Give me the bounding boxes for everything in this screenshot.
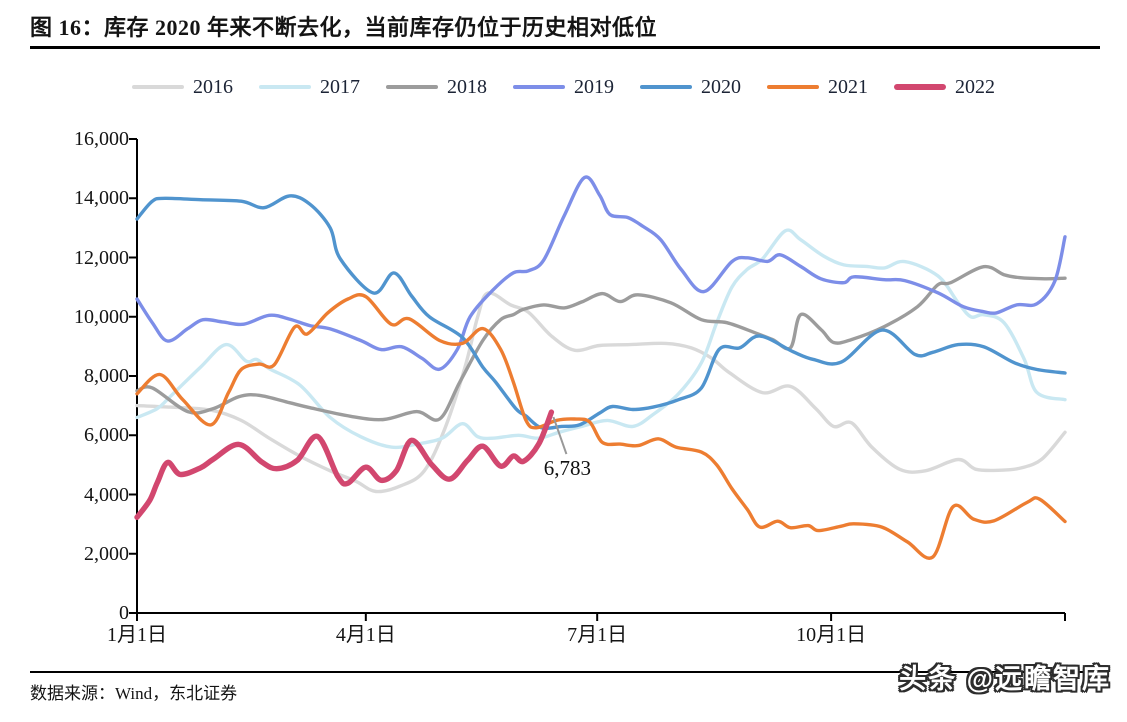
legend-item-2018: 2018: [386, 77, 487, 97]
y-axis-label: 2,000: [84, 542, 129, 565]
legend-swatch: [259, 85, 311, 89]
legend-swatch: [513, 85, 565, 89]
data-label-6783: 6,783: [543, 456, 592, 481]
y-axis-label: 6,000: [84, 424, 129, 447]
y-axis-label: 10,000: [74, 305, 129, 328]
footer-divider: [30, 671, 1100, 673]
legend-swatch: [767, 85, 819, 89]
legend-label: 2018: [447, 76, 487, 98]
legend-swatch: [386, 85, 438, 89]
legend-item-2022: 2022: [894, 77, 995, 97]
legend-label: 2017: [320, 76, 360, 98]
legend-swatch: [132, 85, 184, 89]
legend-item-2019: 2019: [513, 77, 614, 97]
legend-swatch: [894, 84, 946, 90]
chart-legend: 2016 2017 2018 2019 2020 2021 2022: [0, 74, 1127, 100]
y-axis-label: 8,000: [84, 365, 129, 387]
legend-label: 2016: [193, 76, 233, 98]
legend-label: 2022: [955, 76, 995, 98]
legend-item-2017: 2017: [259, 77, 360, 97]
series-line-2021: [135, 293, 1067, 560]
series-line-2018: [135, 264, 1067, 422]
series-line-2020: [135, 194, 1067, 431]
x-axis-label: 1月1日: [107, 624, 167, 646]
x-axis-label: 7月1日: [567, 624, 628, 646]
y-axis-label: 14,000: [74, 187, 129, 210]
legend-label: 2019: [574, 76, 614, 98]
series-line-2019: [135, 175, 1067, 372]
legend-label: 2020: [701, 76, 741, 98]
x-axis-label: 4月1日: [335, 624, 396, 646]
data-source: 数据来源：Wind，东北证券: [30, 684, 238, 703]
title-underline: [30, 46, 1100, 49]
series-line-2017: [135, 228, 1067, 450]
figure-title: 图 16：库存 2020 年来不断去化，当前库存仍位于历史相对低位: [30, 15, 658, 40]
legend-item-2016: 2016: [132, 77, 233, 97]
y-axis-label: 12,000: [74, 246, 129, 269]
legend-label: 2021: [828, 76, 868, 98]
legend-item-2020: 2020: [640, 77, 741, 97]
y-axis-label: 0: [119, 602, 129, 624]
watermark: 头条 @远瞻智库: [899, 664, 1111, 694]
legend-item-2021: 2021: [767, 77, 868, 97]
y-axis-label: 16,000: [74, 128, 129, 150]
y-axis-label: 4,000: [84, 483, 129, 506]
legend-swatch: [640, 85, 692, 89]
x-axis-label: 10月1日: [796, 624, 867, 646]
series-line-2022: [134, 409, 555, 520]
